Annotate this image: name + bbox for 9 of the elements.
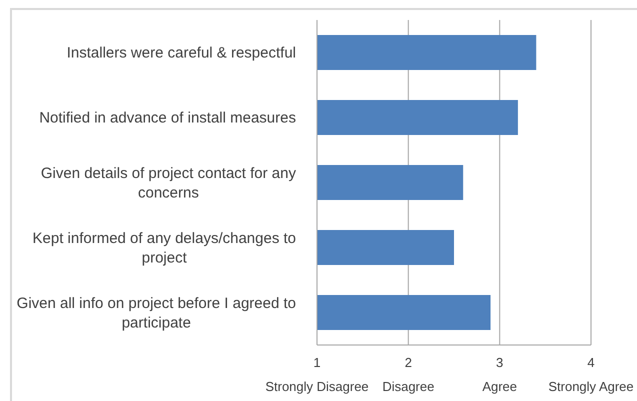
y-tick-label: Given all info on project before I agreed to participate xyxy=(16,294,296,331)
x-tick-label: 1 Strongly Disagree xyxy=(265,355,369,394)
y-tick-label: Installers were careful & respectful xyxy=(66,44,296,61)
x-tick-label: 4 Strongly Agree xyxy=(548,355,634,394)
y-tick-label: Kept informed of any delays/changes to project xyxy=(32,229,296,266)
y-tick-label: Notified in advance of install measures xyxy=(39,109,296,126)
x-tick-label: 2 Disagree xyxy=(382,355,434,394)
x-tick-label: 3 Agree xyxy=(482,355,518,394)
y-tick-label: Given details of project contact for any concerns xyxy=(40,164,296,201)
